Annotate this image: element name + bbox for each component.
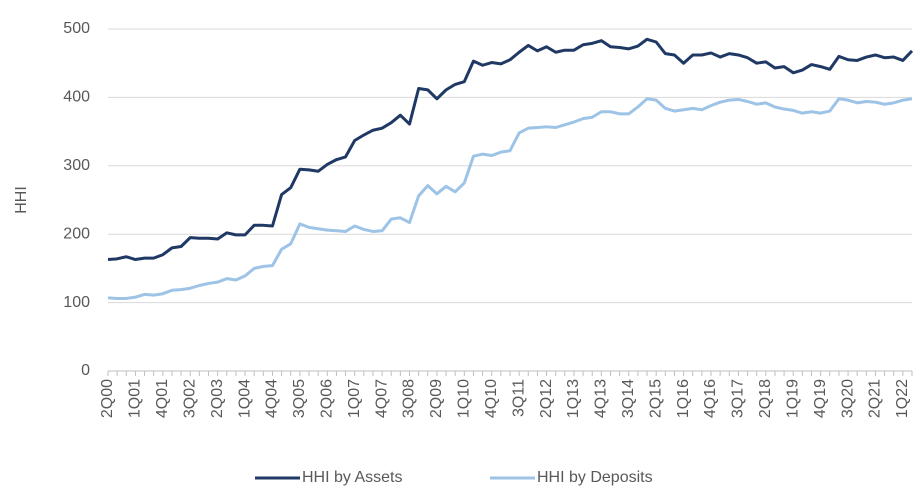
line-series [107,37,914,262]
x-tick-label: 1Q19 [784,379,801,418]
x-tick-label: 3Q08 [401,379,418,418]
y-tick-label: 0 [81,362,90,379]
x-tick-label: 4Q13 [593,379,610,418]
x-tick-label: 4Q19 [812,379,829,418]
x-tick-label: 3Q14 [620,379,637,418]
x-tick-label: 2Q21 [867,379,884,418]
x-tick-label: 3Q17 [730,379,747,418]
y-axis-label: HHI [13,186,30,214]
y-tick-label: 200 [63,225,90,242]
x-tick-label: 2Q03 [209,379,226,418]
x-tick-label: 1Q22 [894,379,911,418]
x-tick-label: 1Q01 [127,379,144,418]
x-tick-label: 1Q04 [236,379,253,418]
line-series [107,97,913,300]
x-tick-label: 1Q16 [675,379,692,418]
x-tick-label: 3Q05 [291,379,308,418]
x-tick-label: 1Q10 [456,379,473,418]
x-tick-label: 1Q07 [346,379,363,418]
x-tick-label: 2Q06 [318,379,335,418]
x-tick-label: 4Q04 [264,379,281,418]
y-tick-label: 100 [63,294,90,311]
x-tick-label: 4Q16 [702,379,719,418]
y-tick-label: 500 [63,20,90,37]
x-tick-label: 2Q15 [647,379,664,418]
x-tick-label: 4Q07 [373,379,390,418]
x-tick-label: 3Q02 [181,379,198,418]
x-tick-label: 2Q09 [428,379,445,418]
x-tick-label: 2Q18 [757,379,774,418]
x-tick-label: 1Q13 [565,379,582,418]
x-tick-label: 4Q01 [154,379,171,418]
y-tick-label: 400 [63,89,90,106]
legend-label: HHI by Deposits [537,469,653,486]
x-tick-label: 3Q20 [839,379,856,418]
x-tick-label: 3Q11 [510,379,527,417]
legend-label: HHI by Assets [302,469,402,486]
y-tick-label: 300 [63,157,90,174]
x-tick-label: 2Q00 [99,379,116,418]
x-tick-label: 4Q10 [483,379,500,418]
x-tick-label: 2Q12 [538,379,555,418]
